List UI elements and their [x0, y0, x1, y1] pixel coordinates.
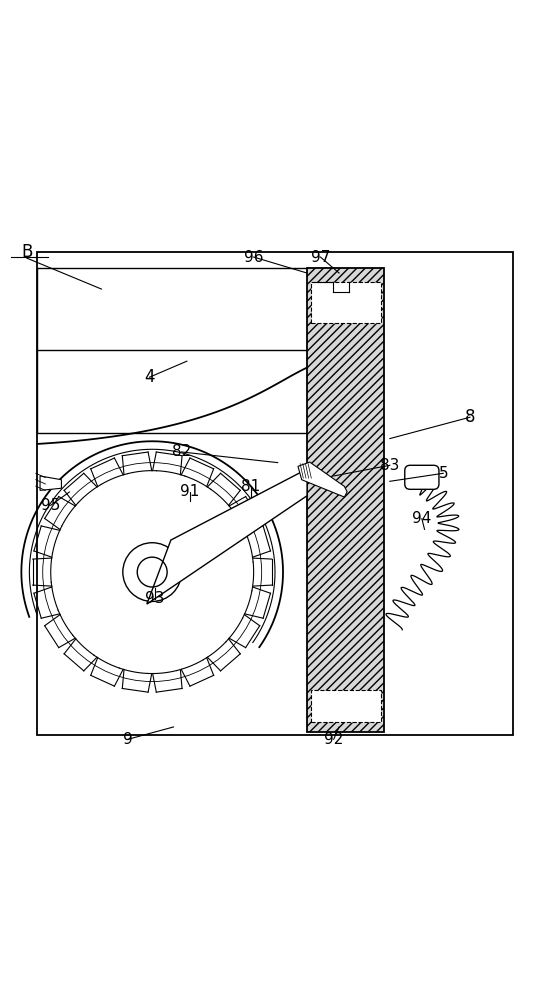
Bar — [307, 268, 384, 732]
Text: 8: 8 — [465, 408, 475, 426]
Polygon shape — [147, 469, 307, 604]
Polygon shape — [40, 476, 61, 490]
Text: 93: 93 — [145, 591, 164, 606]
Bar — [311, 690, 381, 722]
Bar — [37, 268, 334, 433]
Text: 95: 95 — [41, 498, 60, 513]
Text: 91: 91 — [180, 484, 199, 499]
Bar — [311, 282, 381, 323]
Text: 9: 9 — [123, 732, 133, 747]
Text: 82: 82 — [172, 444, 191, 459]
Bar — [37, 252, 513, 735]
Circle shape — [43, 463, 262, 682]
FancyBboxPatch shape — [405, 465, 439, 489]
Text: 83: 83 — [380, 458, 399, 473]
Text: 92: 92 — [324, 732, 343, 747]
Text: 97: 97 — [311, 250, 330, 265]
Text: 96: 96 — [244, 250, 263, 265]
Text: 94: 94 — [412, 511, 431, 526]
Text: B: B — [21, 243, 33, 261]
Text: 4: 4 — [144, 368, 155, 386]
Polygon shape — [298, 462, 347, 497]
Text: 81: 81 — [241, 479, 261, 494]
Text: 5: 5 — [438, 466, 448, 481]
Circle shape — [123, 543, 182, 601]
